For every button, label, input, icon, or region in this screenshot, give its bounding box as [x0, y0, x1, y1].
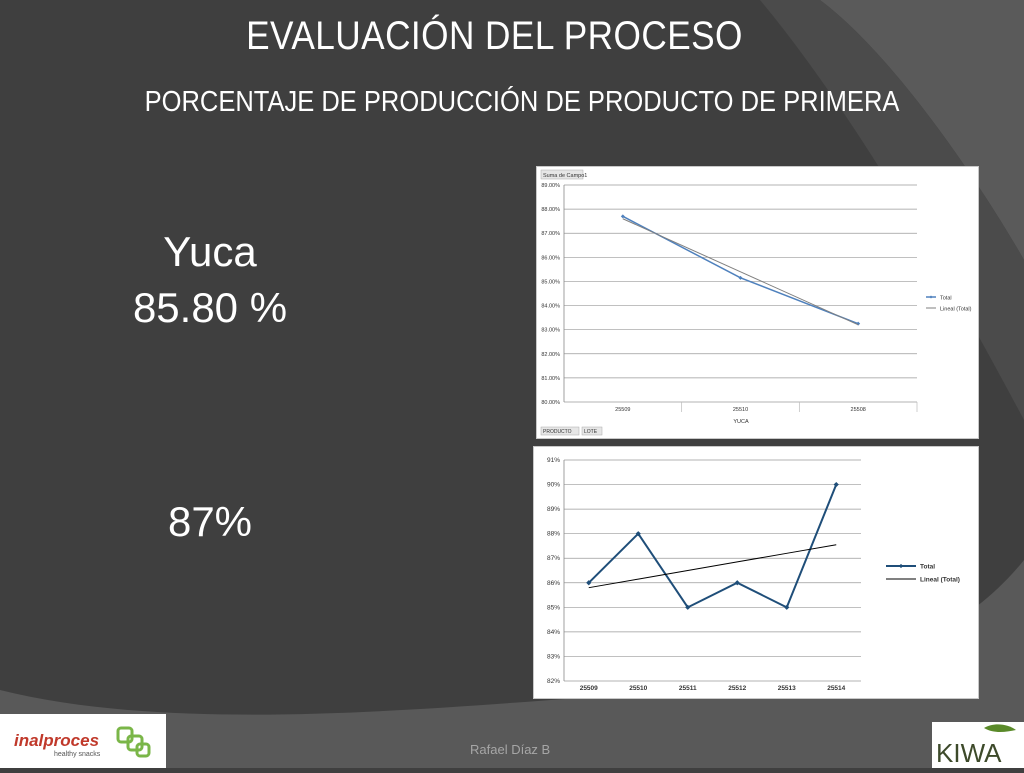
- pivot-line-chart-svg: Suma de Campo1 89.00% 88.00% 87.00% 86.00% 85…: [540, 169, 972, 436]
- lot-line-chart: 91% 90% 89% 88% 87% 86% 85% 84% 83% 82% 25509 25510…: [533, 446, 979, 699]
- legend-label: Lineal (Total): [920, 577, 960, 584]
- field-button-label: Suma de Campo1: [543, 173, 587, 179]
- x-tick-label: 25510: [733, 407, 748, 413]
- filter-button-label: PRODUCTO: [543, 429, 572, 435]
- y-tick-label: 91%: [547, 457, 560, 464]
- legend-marker: [898, 563, 904, 569]
- pivot-line-chart: Suma de Campo1 89.00% 88.00% 87.00% 86.00% 85…: [536, 166, 979, 439]
- data-point: [738, 275, 743, 280]
- product-label: Yuca: [163, 228, 257, 275]
- legend-label: Lineal (Total): [940, 307, 972, 313]
- x-axis-title: YUCA: [733, 419, 749, 425]
- field-button: [540, 169, 584, 180]
- filter-button-label: LOTE: [584, 429, 598, 435]
- x-tick-label: 25512: [728, 685, 746, 692]
- series-line-trend: [622, 218, 859, 326]
- y-tick-label: 85%: [547, 604, 560, 611]
- data-point: [734, 580, 740, 586]
- x-tick-label: 25509: [580, 685, 598, 692]
- x-tick-label: 25511: [679, 685, 697, 692]
- inalproces-logo: inalproces healthy snacks: [0, 714, 166, 768]
- y-tick-label: 83.00%: [541, 328, 560, 334]
- second-percentage: 87%: [167, 498, 253, 545]
- y-tick-label: 87.00%: [541, 231, 560, 237]
- y-tick-label: 90%: [547, 482, 560, 489]
- x-tick-label: 25508: [851, 407, 866, 413]
- logo-left-name: inalproces: [14, 731, 99, 750]
- y-tick-label: 86.00%: [541, 255, 560, 261]
- data-point: [620, 214, 625, 219]
- series-line-total: [622, 215, 859, 325]
- logo-right-name: KIWA: [936, 738, 1002, 768]
- legend-label: Total: [920, 564, 935, 571]
- filter-button: [540, 426, 580, 436]
- y-tick-label: 84%: [547, 629, 560, 636]
- product-percentage: 85.80 %: [132, 284, 288, 331]
- y-tick-label: 84.00%: [541, 304, 560, 310]
- y-tick-label: 89.00%: [541, 183, 560, 189]
- y-tick-label: 82.00%: [541, 352, 560, 358]
- y-tick-label: 87%: [547, 555, 560, 562]
- y-tick-label: 89%: [547, 506, 560, 513]
- lot-line-chart-svg: 91% 90% 89% 88% 87% 86% 85% 84% 83% 82% 25509 25510…: [547, 457, 960, 692]
- x-tick-label: 25514: [827, 685, 845, 692]
- y-tick-label: 85.00%: [541, 279, 560, 285]
- logo-left-tagline: healthy snacks: [54, 751, 101, 758]
- series-line-total: [588, 484, 838, 609]
- filter-button: [581, 426, 603, 436]
- y-tick-label: 83%: [547, 653, 560, 660]
- legend-label: Total: [940, 296, 952, 302]
- x-tick-label: 25513: [778, 685, 796, 692]
- y-tick-label: 88%: [547, 531, 560, 538]
- x-tick-label: 25510: [629, 685, 647, 692]
- footer-author: Rafael Díaz B: [470, 742, 551, 757]
- slide-title: EVALUACIÓN DEL PROCESO: [246, 14, 743, 58]
- slide-subtitle: PORCENTAJE DE PRODUCCIÓN DE PRODUCTO DE …: [144, 86, 900, 118]
- y-tick-label: 80.00%: [541, 400, 560, 406]
- series-line-trend: [588, 544, 837, 589]
- y-tick-label: 81.00%: [541, 376, 560, 382]
- data-point: [856, 321, 861, 326]
- data-point: [586, 580, 592, 586]
- legend-marker: [929, 295, 933, 299]
- kiwa-logo: KIWA: [932, 722, 1024, 768]
- y-tick-label: 82%: [547, 678, 560, 685]
- y-tick-label: 88.00%: [541, 207, 560, 213]
- y-tick-label: 86%: [547, 580, 560, 587]
- data-point: [833, 481, 839, 488]
- x-tick-label: 25509: [615, 407, 630, 413]
